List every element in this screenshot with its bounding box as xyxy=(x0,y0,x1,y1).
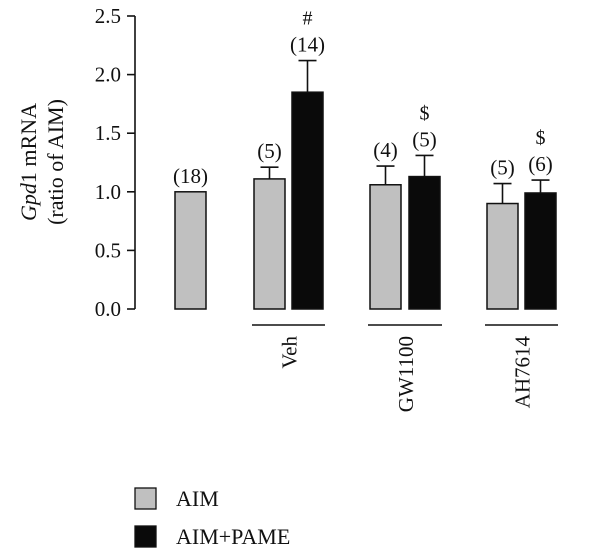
bar xyxy=(291,91,324,310)
group-label: Veh xyxy=(278,336,302,369)
bar xyxy=(486,202,519,310)
legend-swatch xyxy=(134,525,157,548)
sample-size-label: (14) xyxy=(290,33,325,57)
y-tick-label: 2.5 xyxy=(95,4,121,28)
y-tick-label: 2.0 xyxy=(95,63,121,87)
significance-marker: # xyxy=(303,8,313,30)
bar xyxy=(524,192,557,310)
sample-size-label: (5) xyxy=(257,139,282,163)
y-axis-title-italic: Gpd xyxy=(16,182,41,221)
legend-label: AIM+PAME xyxy=(176,524,290,549)
significance-marker: $ xyxy=(420,102,430,124)
bar xyxy=(369,184,402,310)
y-axis-title-line2: (ratio of AIM) xyxy=(43,99,68,225)
sample-size-label: (5) xyxy=(490,156,515,180)
axes: 0.0 0.5 1.0 1.5 2.0 2.5 Gpd1 mRNA (ratio of AIM… xyxy=(16,4,558,326)
significance-marker: $ xyxy=(536,127,546,149)
bar xyxy=(174,191,207,310)
group-label: AH7614 xyxy=(511,336,535,409)
y-tick-label: 1.0 xyxy=(95,180,121,204)
sample-size-label: (4) xyxy=(373,138,398,162)
bar xyxy=(408,175,441,310)
sample-size-label: (18) xyxy=(173,164,208,188)
group-label: GW1100 xyxy=(394,336,418,412)
legend-swatch xyxy=(134,487,157,510)
y-tick-label: 0.5 xyxy=(95,238,121,262)
y-axis-title-rest: 1 mRNA xyxy=(16,103,41,183)
labels: (18) (5) (14) # Veh (4) (5) $ GW1100 (5) (6) $ AH761… xyxy=(173,8,553,413)
sample-size-label: (5) xyxy=(412,127,437,151)
y-tick-label: 1.5 xyxy=(95,121,121,145)
sample-size-label: (6) xyxy=(528,152,553,176)
y-axis-title: Gpd1 mRNA xyxy=(16,103,41,221)
bars xyxy=(174,59,557,310)
y-tick-label: 0.0 xyxy=(95,297,121,321)
bar xyxy=(253,178,286,310)
legend-label: AIM xyxy=(176,486,219,511)
legend: AIM AIM+PAME xyxy=(134,486,290,549)
